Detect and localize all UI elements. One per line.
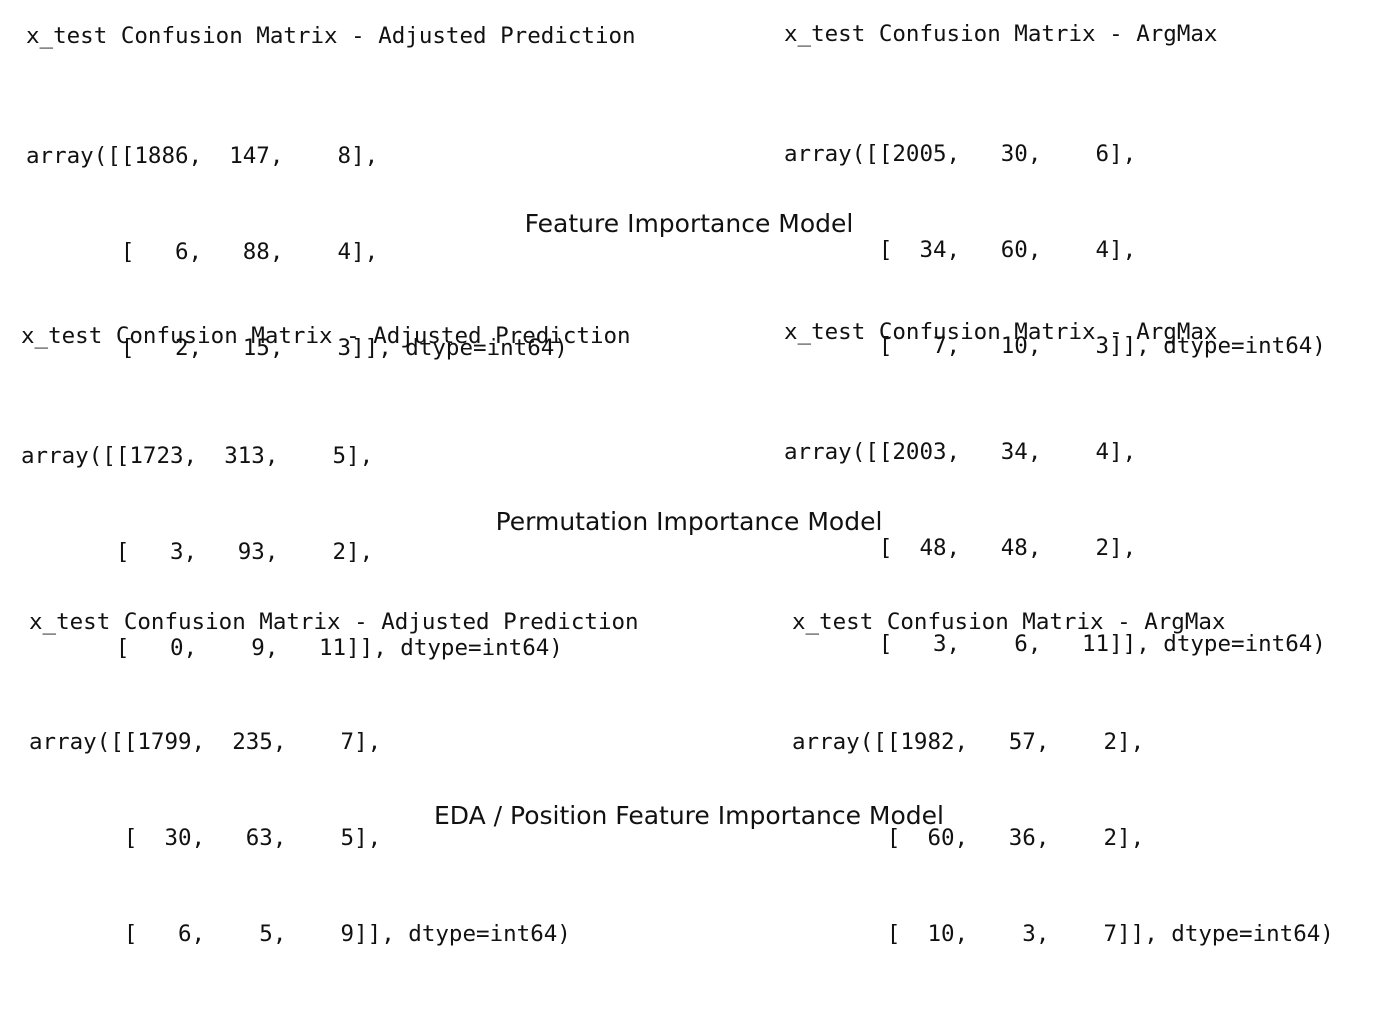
matrix-row: [ 6, 88, 4], (26, 239, 379, 265)
matrix-title: x_test Confusion Matrix - Adjusted Predi… (21, 323, 631, 349)
matrix-row: array([[1886, 147, 8], (26, 143, 379, 169)
model-caption: Feature Importance Model (524, 209, 854, 238)
matrix-array: array([[2003, 34, 4], [ 48, 48, 2], [ 3,… (784, 372, 1326, 724)
matrix-row: [ 3, 6, 11]], dtype=int64) (784, 631, 1326, 657)
matrix-title: x_test Confusion Matrix - ArgMax (784, 319, 1218, 345)
matrix-title: x_test Confusion Matrix - ArgMax (784, 21, 1218, 47)
matrix-row: [ 6, 5, 9]], dtype=int64) (29, 921, 571, 947)
matrix-row: array([[2005, 30, 6], (784, 141, 1137, 167)
matrix-array: array([[1723, 313, 5], [ 3, 93, 2], [ 0,… (21, 376, 631, 728)
matrix-title: x_test Confusion Matrix - Adjusted Predi… (29, 609, 639, 635)
matrix-title: x_test Confusion Matrix - ArgMax (792, 609, 1226, 635)
matrix-row: [ 7, 10, 3]], dtype=int64) (784, 333, 1326, 359)
matrix-row: array([[1723, 313, 5], (21, 443, 374, 469)
feature-adjusted-matrix: x_test Confusion Matrix - Adjusted Predi… (26, 20, 636, 428)
matrix-row: [ 34, 60, 4], (784, 237, 1137, 263)
matrix-row: [ 30, 63, 5], (29, 825, 382, 851)
model-caption: Permutation Importance Model (495, 507, 883, 536)
matrix-row: [ 0, 9, 11]], dtype=int64) (21, 635, 563, 661)
matrix-row: [ 48, 48, 2], (784, 535, 1137, 561)
matrix-row: array([[2003, 34, 4], (784, 439, 1137, 465)
permutation-adjusted-matrix: x_test Confusion Matrix - Adjusted Predi… (21, 320, 631, 728)
permutation-argmax-matrix: x_test Confusion Matrix - ArgMax array([… (784, 316, 1326, 724)
matrix-title: x_test Confusion Matrix - Adjusted Predi… (26, 23, 636, 49)
feature-argmax-matrix: x_test Confusion Matrix - ArgMax array([… (784, 18, 1326, 426)
matrix-row: array([[1982, 57, 2], (792, 729, 1145, 755)
matrix-array: array([[1799, 235, 7], [ 30, 63, 5], [ 6… (29, 662, 639, 1014)
matrix-array: array([[2005, 30, 6], [ 34, 60, 4], [ 7,… (784, 74, 1326, 426)
model-caption: EDA / Position Feature Importance Model (434, 801, 944, 830)
matrix-row: [ 60, 36, 2], (792, 825, 1145, 851)
matrix-row: [ 3, 93, 2], (21, 539, 374, 565)
matrix-row: [ 10, 3, 7]], dtype=int64) (792, 921, 1334, 947)
matrix-row: array([[1799, 235, 7], (29, 729, 382, 755)
matrix-row: [ 2, 15, 3]], dtype=int64) (26, 335, 568, 361)
matrix-array: array([[1886, 147, 8], [ 6, 88, 4], [ 2,… (26, 76, 636, 428)
matrix-array: array([[1982, 57, 2], [ 60, 36, 2], [ 10… (792, 662, 1334, 1014)
